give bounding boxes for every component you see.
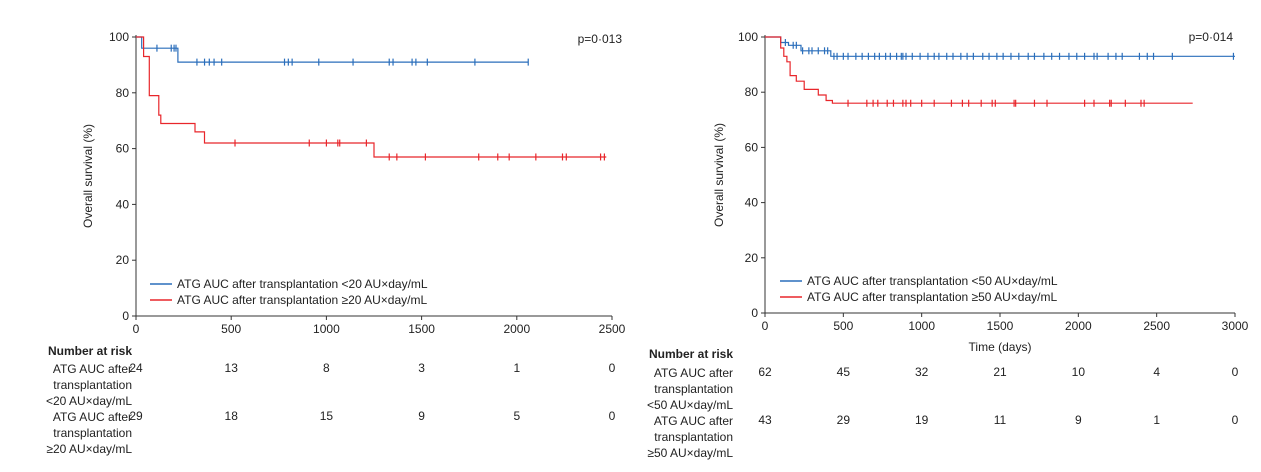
risk-row-label: ATG AUC after transplantation <50 AU×day/m… (647, 365, 733, 413)
legend-label: ATG AUC after transplantation ≥20 AU×day… (177, 293, 427, 307)
y-tick-label: 20 (116, 253, 130, 267)
survival-curve-1 (136, 36, 529, 63)
x-tick-label: 0 (762, 319, 769, 333)
risk-count: 29 (129, 409, 143, 423)
y-tick-label: 80 (116, 86, 130, 100)
number-at-risk-heading: Number at risk (648, 347, 733, 361)
y-tick-label: 60 (116, 142, 130, 156)
y-axis-label: Overall survival (%) (712, 123, 726, 227)
x-tick-label: 2500 (599, 322, 626, 336)
y-tick-label: 40 (116, 197, 130, 211)
risk-row-label: ATG AUC after transplantation <20 AU×day/m… (46, 361, 132, 409)
x-tick-label: 500 (833, 319, 853, 333)
x-tick-label: 2500 (1143, 319, 1170, 333)
survival-curve-1 (765, 36, 1235, 57)
y-tick-label: 0 (751, 306, 758, 320)
chart-1 (132, 35, 613, 320)
risk-count: 19 (915, 413, 929, 427)
x-tick-label: 1000 (908, 319, 935, 333)
risk-row-label-line: transplantation (654, 430, 733, 444)
legend-label: ATG AUC after transplantation ≥50 AU×day… (807, 290, 1057, 304)
risk-count: 0 (609, 361, 616, 375)
risk-count: 45 (837, 365, 851, 379)
legend-label: ATG AUC after transplantation <20 AU×day… (177, 277, 428, 291)
y-tick-label: 20 (745, 251, 759, 265)
x-tick-label: 1000 (313, 322, 340, 336)
x-tick-label: 2000 (503, 322, 530, 336)
risk-count: 10 (1072, 365, 1086, 379)
x-tick-label: 2000 (1065, 319, 1092, 333)
risk-count: 0 (1232, 365, 1239, 379)
x-tick-label: 3000 (1222, 319, 1249, 333)
risk-count: 1 (1153, 413, 1160, 427)
x-tick-label: 500 (221, 322, 241, 336)
y-tick-label: 100 (109, 30, 129, 44)
risk-count: 43 (758, 413, 772, 427)
x-tick-label: 1500 (987, 319, 1014, 333)
risk-count: 18 (225, 409, 239, 423)
risk-row-label-line: ATG AUC after (52, 362, 132, 376)
risk-row-label-line: transplantation (53, 378, 132, 392)
risk-row-label-line: ATG AUC after (52, 410, 132, 424)
risk-count: 4 (1153, 365, 1160, 379)
risk-count: 24 (129, 361, 143, 375)
risk-count: 5 (513, 409, 520, 423)
y-tick-label: 60 (745, 140, 759, 154)
risk-row-label-line: transplantation (53, 426, 132, 440)
risk-row-label-line: transplantation (654, 382, 733, 396)
risk-count: 11 (994, 413, 1007, 427)
risk-count: 9 (418, 409, 425, 423)
risk-row-label-line: <50 AU×day/mL (646, 398, 733, 412)
risk-count: 62 (758, 365, 772, 379)
risk-row-label-line: <20 AU×day/mL (45, 394, 132, 408)
risk-row-label: ATG AUC after transplantation ≥50 AU×day/m… (647, 413, 733, 461)
risk-row-label-line: ≥50 AU×day/mL (647, 446, 733, 460)
y-axis-label: Overall survival (%) (81, 124, 95, 228)
risk-count: 1 (513, 361, 520, 375)
risk-count: 9 (1075, 413, 1082, 427)
y-tick-label: 100 (738, 30, 758, 44)
survival-curve-2 (765, 36, 1193, 104)
x-axis-label: Time (days) (969, 340, 1032, 354)
risk-count: 15 (320, 409, 334, 423)
risk-row-label-line: ATG AUC after (653, 366, 733, 380)
y-tick-label: 40 (745, 196, 759, 210)
risk-count: 0 (609, 409, 616, 423)
risk-count: 8 (323, 361, 330, 375)
risk-row-label: ATG AUC after transplantation ≥20 AU×day/m… (46, 409, 132, 457)
chart-2 (761, 35, 1236, 317)
p-value: p=0·013 (578, 32, 623, 46)
risk-row-label-line: ≥20 AU×day/mL (46, 442, 132, 456)
y-tick-label: 80 (745, 85, 759, 99)
risk-count: 13 (225, 361, 239, 375)
legend-label: ATG AUC after transplantation <50 AU×day… (807, 274, 1058, 288)
risk-count: 0 (1232, 413, 1239, 427)
risk-count: 32 (915, 365, 929, 379)
risk-count: 29 (837, 413, 851, 427)
risk-count: 3 (418, 361, 425, 375)
p-value: p=0·014 (1189, 30, 1234, 44)
y-tick-label: 0 (122, 309, 129, 323)
x-tick-label: 1500 (408, 322, 435, 336)
number-at-risk-heading: Number at risk (47, 344, 132, 358)
risk-row-label-line: ATG AUC after (653, 414, 733, 428)
x-tick-label: 0 (133, 322, 140, 336)
survival-curve-2 (136, 36, 607, 158)
risk-count: 21 (993, 365, 1007, 379)
